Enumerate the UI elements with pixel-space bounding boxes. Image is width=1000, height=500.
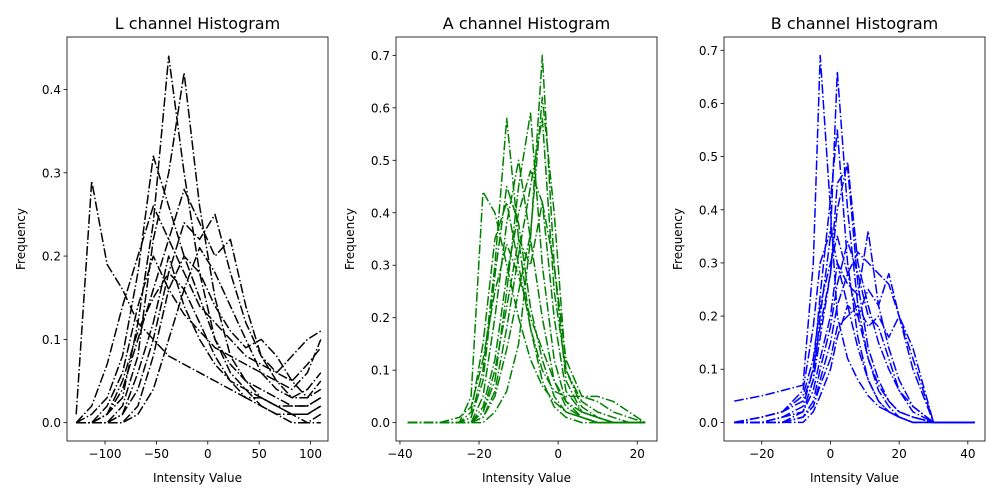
y-tick-label: 0.3 bbox=[42, 166, 61, 180]
series-line-8 bbox=[734, 230, 975, 424]
y-tick-label: 0.0 bbox=[42, 416, 61, 430]
series-line-2 bbox=[76, 55, 322, 424]
y-tick-label: 0.3 bbox=[699, 256, 718, 270]
series-line-5 bbox=[407, 201, 646, 424]
series-line-10 bbox=[734, 166, 975, 424]
series-line-12 bbox=[734, 235, 975, 424]
y-tick-label: 0.2 bbox=[699, 310, 718, 324]
y-tick-label: 0.1 bbox=[42, 333, 61, 347]
x-tick-label: 0 bbox=[827, 447, 835, 461]
x-axis-label: Intensity Value bbox=[810, 471, 899, 485]
plot-frame bbox=[723, 36, 986, 442]
y-tick-label: 0.5 bbox=[699, 150, 718, 164]
series-line-7 bbox=[76, 213, 322, 424]
series-group bbox=[407, 54, 646, 424]
series-line-12 bbox=[407, 96, 646, 424]
chart-title: B channel Histogram bbox=[771, 14, 938, 33]
y-tick-label: 0.3 bbox=[371, 259, 390, 273]
y-tick-label: 0.2 bbox=[42, 250, 61, 264]
series-line-5 bbox=[734, 230, 975, 424]
series-line-3 bbox=[76, 72, 322, 424]
y-tick-label: 0.0 bbox=[699, 416, 718, 430]
l-channel-histogram-panel: L channel Histogram Intensity Value Freq… bbox=[14, 14, 329, 485]
x-tick-label: 0 bbox=[554, 447, 562, 461]
y-tick-label: 0.2 bbox=[371, 311, 390, 325]
y-tick-label: 0.1 bbox=[371, 364, 390, 378]
x-tick-label: −20 bbox=[466, 447, 491, 461]
x-tick-label: 20 bbox=[892, 447, 907, 461]
series-line-5 bbox=[76, 188, 322, 424]
x-tick-label: −20 bbox=[749, 447, 774, 461]
series-line-11 bbox=[76, 255, 322, 424]
x-axis-label: Intensity Value bbox=[153, 471, 242, 485]
series-line-6 bbox=[734, 129, 975, 424]
y-axis-label: Frequency bbox=[14, 208, 28, 270]
series-line-4 bbox=[407, 54, 646, 424]
series-line-1 bbox=[734, 54, 975, 424]
x-tick-label: 50 bbox=[252, 447, 267, 461]
b-channel-histogram-panel: B channel Histogram Intensity Value Freq… bbox=[671, 14, 986, 485]
series-line-8 bbox=[407, 185, 646, 424]
y-tick-label: 0.0 bbox=[371, 416, 390, 430]
y-tick-label: 0.7 bbox=[371, 49, 390, 63]
series-line-9 bbox=[407, 170, 646, 424]
series-line-10 bbox=[407, 201, 646, 424]
y-tick-label: 0.5 bbox=[371, 154, 390, 168]
x-tick-label: −50 bbox=[144, 447, 169, 461]
series-line-7 bbox=[407, 117, 646, 424]
y-axis-label: Frequency bbox=[343, 208, 357, 270]
plot-frame bbox=[66, 36, 329, 442]
x-tick-label: 20 bbox=[630, 447, 645, 461]
chart-title: L channel Histogram bbox=[115, 14, 280, 33]
series-line-12 bbox=[76, 246, 322, 424]
series-line-9 bbox=[734, 240, 975, 424]
x-axis-label: Intensity Value bbox=[482, 471, 571, 485]
series-line-7 bbox=[734, 272, 975, 424]
y-tick-label: 0.4 bbox=[42, 83, 61, 97]
y-tick-label: 0.6 bbox=[699, 97, 718, 111]
series-line-4 bbox=[734, 251, 975, 424]
series-line-6 bbox=[407, 159, 646, 424]
series-line-8 bbox=[76, 255, 322, 424]
x-tick-label: 100 bbox=[299, 447, 322, 461]
series-line-9 bbox=[76, 255, 322, 424]
series-line-1 bbox=[75, 180, 322, 415]
x-tick-label: 0 bbox=[204, 447, 212, 461]
series-line-2 bbox=[407, 117, 646, 424]
x-tick-label: −100 bbox=[89, 447, 122, 461]
series-line-11 bbox=[734, 304, 975, 424]
series-line-11 bbox=[407, 243, 646, 424]
y-tick-label: 0.7 bbox=[699, 44, 718, 58]
x-tick-label: −40 bbox=[387, 447, 412, 461]
y-tick-label: 0.1 bbox=[699, 363, 718, 377]
series-line-10 bbox=[76, 271, 321, 424]
series-group bbox=[75, 55, 322, 424]
plot-frame bbox=[395, 36, 658, 442]
series-line-6 bbox=[75, 205, 322, 424]
y-tick-label: 0.4 bbox=[699, 203, 718, 217]
series-line-4 bbox=[75, 155, 322, 424]
y-axis-label: Frequency bbox=[671, 208, 685, 270]
series-group bbox=[734, 54, 975, 424]
series-line-3 bbox=[734, 161, 975, 424]
y-tick-label: 0.6 bbox=[371, 101, 390, 115]
x-tick-label: 40 bbox=[960, 447, 975, 461]
y-tick-label: 0.4 bbox=[371, 206, 390, 220]
chart-title: A channel Histogram bbox=[443, 14, 610, 33]
a-channel-histogram-panel: A channel Histogram Intensity Value Freq… bbox=[343, 14, 658, 485]
